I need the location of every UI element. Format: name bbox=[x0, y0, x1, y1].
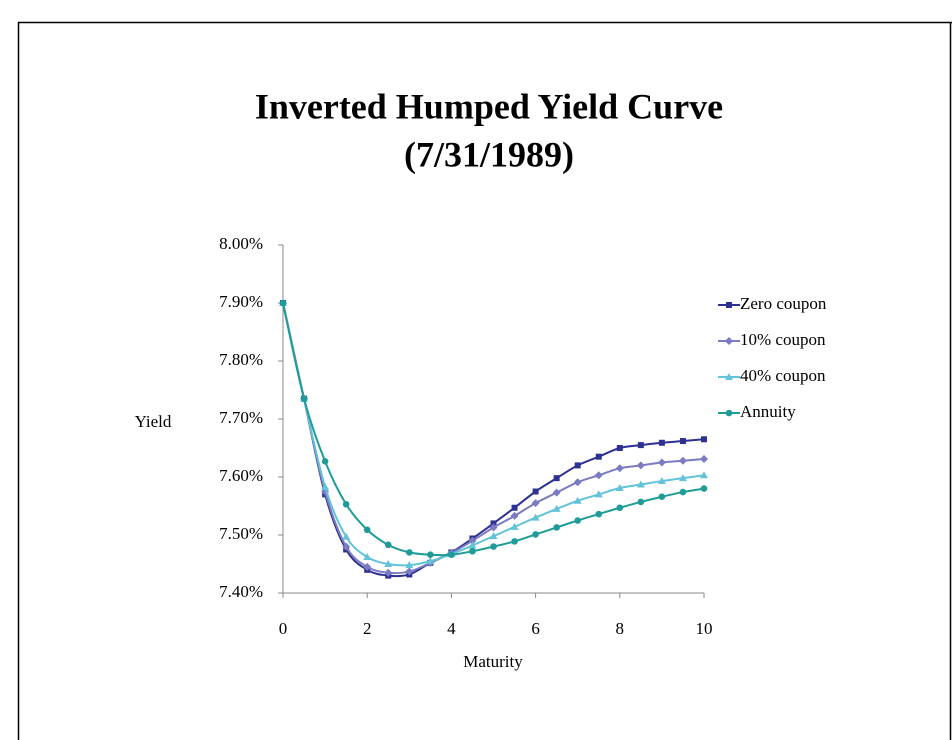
x-tick-label: 0 bbox=[279, 619, 288, 638]
marker bbox=[426, 557, 435, 565]
legend-label: 40% coupon bbox=[740, 366, 826, 385]
marker bbox=[384, 568, 393, 577]
marker bbox=[363, 562, 372, 571]
marker bbox=[725, 409, 733, 417]
y-tick-label: 7.80% bbox=[219, 350, 263, 369]
marker bbox=[532, 488, 539, 495]
marker bbox=[363, 526, 371, 534]
marker bbox=[406, 549, 413, 556]
marker bbox=[468, 541, 477, 549]
marker bbox=[700, 471, 708, 479]
marker bbox=[658, 439, 665, 446]
x-tick-label: 4 bbox=[447, 619, 456, 638]
marker bbox=[532, 531, 539, 538]
marker bbox=[490, 520, 497, 527]
marker bbox=[657, 477, 666, 485]
x-tick-label: 6 bbox=[531, 619, 540, 638]
marker bbox=[615, 464, 624, 473]
marker bbox=[595, 453, 602, 460]
marker bbox=[636, 461, 645, 470]
marker bbox=[384, 560, 393, 567]
marker bbox=[726, 302, 732, 308]
marker bbox=[678, 474, 687, 482]
legend-label: 10% coupon bbox=[740, 330, 826, 349]
marker bbox=[658, 493, 666, 501]
marker bbox=[679, 438, 686, 445]
marker bbox=[573, 496, 582, 504]
x-tick-label: 10 bbox=[696, 619, 713, 638]
x-tick-label: 8 bbox=[616, 619, 625, 638]
marker bbox=[553, 524, 560, 531]
marker bbox=[594, 490, 603, 498]
series-line bbox=[282, 302, 705, 557]
marker bbox=[725, 373, 733, 380]
marker bbox=[510, 511, 519, 520]
marker bbox=[448, 551, 455, 559]
marker bbox=[637, 498, 645, 506]
marker bbox=[573, 478, 582, 487]
marker bbox=[574, 462, 581, 469]
marker bbox=[489, 523, 498, 532]
marker bbox=[384, 541, 392, 549]
marker bbox=[510, 522, 519, 530]
y-axis-label: Yield bbox=[135, 412, 172, 431]
marker bbox=[342, 500, 350, 508]
marker bbox=[531, 513, 540, 521]
marker bbox=[595, 510, 603, 518]
chart-title: (7/31/1989) bbox=[404, 134, 574, 174]
marker bbox=[490, 543, 497, 550]
marker bbox=[594, 471, 603, 480]
marker bbox=[616, 504, 624, 512]
marker bbox=[725, 337, 733, 345]
marker bbox=[678, 456, 687, 465]
marker bbox=[552, 504, 561, 512]
marker bbox=[574, 517, 581, 524]
marker bbox=[679, 488, 687, 496]
marker bbox=[701, 436, 707, 443]
marker bbox=[615, 484, 624, 492]
marker bbox=[553, 475, 560, 482]
chart-title: Inverted Humped Yield Curve bbox=[255, 86, 723, 126]
marker bbox=[511, 538, 518, 545]
marker bbox=[657, 458, 666, 467]
marker bbox=[342, 542, 351, 551]
marker bbox=[531, 499, 540, 508]
marker bbox=[427, 551, 434, 559]
marker bbox=[321, 482, 330, 490]
marker bbox=[489, 532, 498, 540]
marker bbox=[279, 299, 287, 307]
marker bbox=[321, 458, 329, 465]
marker bbox=[405, 567, 414, 576]
marker bbox=[637, 442, 644, 449]
y-tick-label: 7.40% bbox=[219, 582, 263, 601]
y-tick-label: 7.60% bbox=[219, 466, 263, 485]
legend-label: Annuity bbox=[740, 402, 796, 421]
marker bbox=[511, 504, 518, 511]
marker bbox=[468, 536, 477, 545]
x-tick-label: 2 bbox=[363, 619, 372, 638]
marker bbox=[469, 547, 476, 555]
y-tick-label: 7.70% bbox=[219, 408, 263, 427]
x-axis-label: Maturity bbox=[463, 652, 523, 671]
marker bbox=[700, 485, 708, 492]
marker bbox=[342, 532, 351, 540]
y-tick-label: 7.90% bbox=[219, 292, 263, 311]
marker bbox=[363, 553, 372, 561]
marker bbox=[636, 480, 645, 488]
y-tick-label: 8.00% bbox=[219, 234, 263, 253]
legend-label: Zero coupon bbox=[740, 294, 827, 313]
marker bbox=[552, 488, 561, 497]
y-tick-label: 7.50% bbox=[219, 524, 263, 543]
marker bbox=[616, 445, 623, 451]
marker bbox=[300, 395, 308, 403]
marker bbox=[405, 561, 414, 569]
marker bbox=[700, 455, 708, 464]
